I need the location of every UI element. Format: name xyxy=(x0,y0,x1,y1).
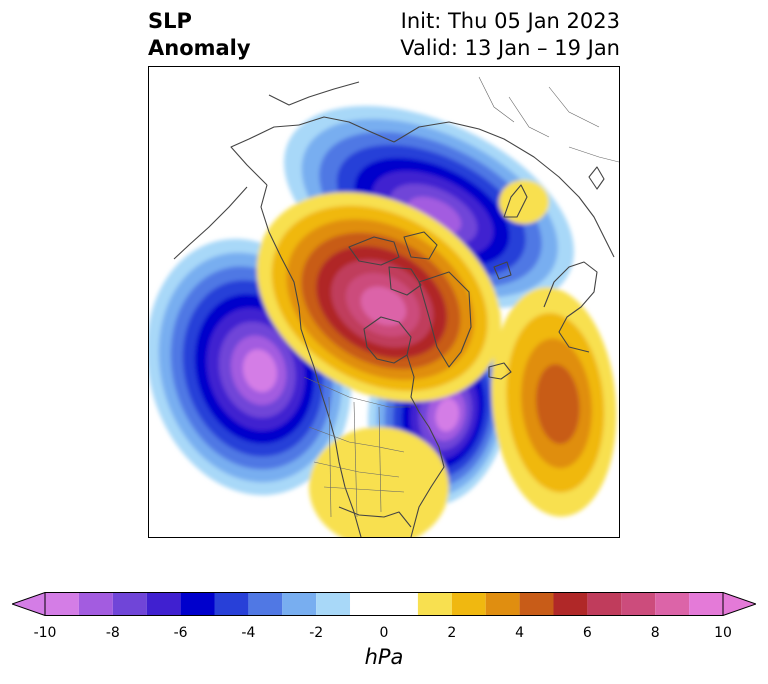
colorbar-box xyxy=(655,592,690,616)
colorbar-tick-label: -6 xyxy=(173,625,188,641)
title-right: Init: Thu 05 Jan 2023 Valid: 13 Jan – 19… xyxy=(400,8,620,62)
colorbar-box xyxy=(485,592,520,616)
colorbar-boxes xyxy=(12,592,756,616)
colorbar-box xyxy=(519,592,554,616)
colorbar-tick-label: 8 xyxy=(650,625,660,641)
anomaly-fills xyxy=(149,105,617,537)
colorbar-box xyxy=(248,592,283,616)
colorbar-tick-label: 2 xyxy=(447,625,457,641)
colorbar-box xyxy=(78,592,113,616)
country-borders xyxy=(303,76,619,518)
coastlines xyxy=(173,81,615,537)
colorbar-tick-label: -2 xyxy=(309,625,324,641)
colorbar-box xyxy=(146,592,181,616)
colorbar-tick-label: 4 xyxy=(515,625,525,641)
contour-level xyxy=(242,349,277,393)
colorbar-tick-label: -10 xyxy=(33,625,57,641)
colorbar-box xyxy=(451,592,486,616)
title-variable: SLP xyxy=(148,9,192,33)
slp-anomaly-map xyxy=(149,76,619,537)
colorbar-tick-label: 10 xyxy=(714,625,732,641)
colorbar-box xyxy=(316,592,351,616)
colorbar-tick-label: 6 xyxy=(582,625,592,641)
contour-level xyxy=(536,364,580,444)
colorbar-box xyxy=(621,592,656,616)
colorbar-box xyxy=(587,592,622,616)
colorbar-box xyxy=(112,592,147,616)
colorbar-box xyxy=(689,592,723,616)
colorbar-box xyxy=(553,592,588,616)
colorbar-box xyxy=(350,592,418,616)
colorbar-tick-label: -4 xyxy=(241,625,256,641)
colorbar-box xyxy=(180,592,215,616)
colorbar-unit-label: hPa xyxy=(364,645,404,669)
title-left: SLP Anomaly xyxy=(148,8,251,62)
colorbar-extend-low xyxy=(12,592,46,616)
valid-range: Valid: 13 Jan – 19 Jan xyxy=(400,36,620,60)
colorbar-tick-label: -8 xyxy=(105,625,120,641)
map-panel xyxy=(148,66,620,538)
contour-level xyxy=(435,398,460,432)
colorbar-box xyxy=(45,592,79,616)
anomaly-center-atlantic-high xyxy=(491,287,617,517)
colorbar-tick-label: 0 xyxy=(379,625,389,641)
title-type: Anomaly xyxy=(148,36,251,60)
colorbar-box xyxy=(214,592,249,616)
init-date: Init: Thu 05 Jan 2023 xyxy=(400,9,620,33)
colorbar-extend-high xyxy=(722,592,756,616)
anomaly-center-pacific-low xyxy=(149,238,352,496)
contour-level xyxy=(360,286,407,326)
colorbar xyxy=(12,592,756,616)
colorbar-box xyxy=(417,592,452,616)
colorbar-box xyxy=(282,592,317,616)
